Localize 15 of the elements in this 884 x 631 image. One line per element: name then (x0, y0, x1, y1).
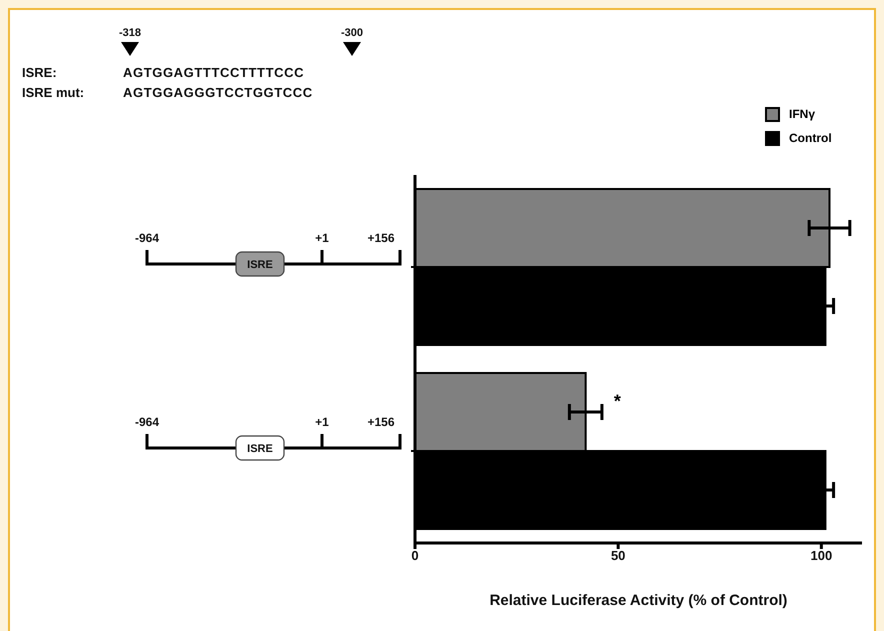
legend-label: IFNγ (789, 106, 816, 123)
x-tick-label: 0 (411, 548, 419, 564)
text: ISRE: (22, 65, 57, 80)
annotation: * (614, 391, 621, 412)
text: -300 (340, 27, 364, 39)
promoter-construct-diagram: ISRE -964 +1 +156 (134, 415, 402, 461)
promoter-construct-diagram: ISRE -964 +1 +156 (134, 231, 402, 277)
x-tick-label: 50 (610, 548, 626, 564)
x-tick-label: 100 (810, 548, 832, 564)
text: AGTGGAGTTTCCTTTTCCC (123, 65, 304, 80)
x-axis-title: Relative Luciferase Activity (% of Control) (490, 592, 788, 609)
text: AGTGGAGGGTCCTGGTCCC (123, 85, 313, 100)
text: -318 (118, 27, 142, 39)
legend-label: Control (789, 130, 832, 147)
text: ISRE mut: (22, 85, 84, 100)
